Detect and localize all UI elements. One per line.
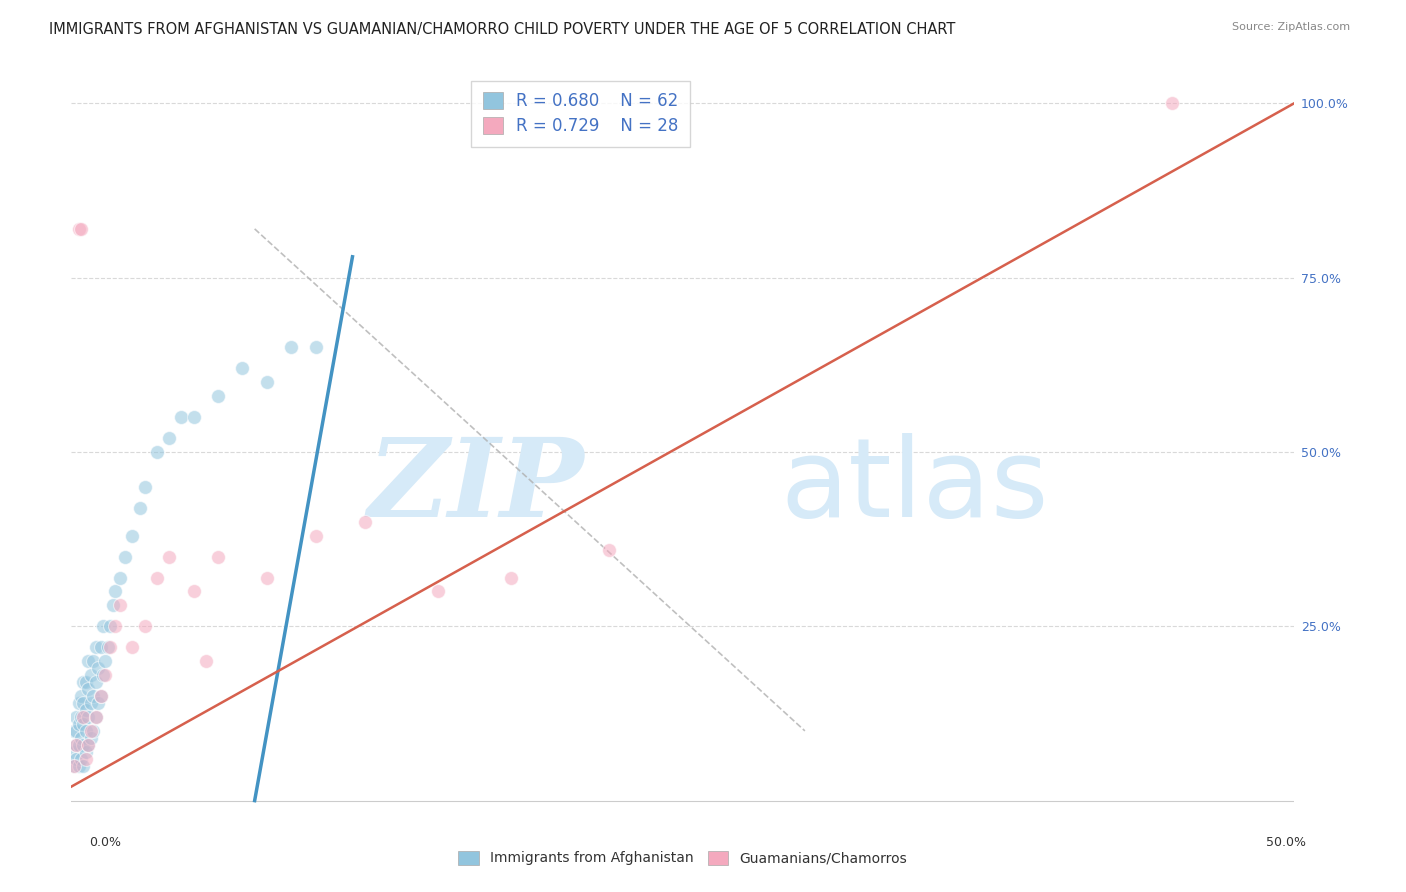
Point [501, 570, 523, 584]
Point [62, 723, 84, 738]
Point [121, 640, 143, 655]
Point [67, 222, 90, 236]
Point [427, 584, 450, 599]
Point [256, 376, 278, 390]
Point [90, 640, 112, 655]
Point [157, 431, 180, 445]
Legend: R = 0.680    N = 62, R = 0.729    N = 28: R = 0.680 N = 62, R = 0.729 N = 28 [471, 80, 690, 147]
Point [82, 689, 104, 703]
Point [65, 723, 87, 738]
Point [75, 675, 97, 690]
Point [146, 570, 169, 584]
Text: 50.0%: 50.0% [1267, 836, 1306, 848]
Point [353, 515, 375, 529]
Point [94, 668, 117, 682]
Point [194, 654, 217, 668]
Point [1160, 96, 1182, 111]
Point [114, 549, 136, 564]
Point [82, 723, 104, 738]
Point [280, 340, 302, 354]
Point [67, 758, 90, 772]
Point [84, 675, 107, 690]
Point [121, 529, 143, 543]
Point [75, 752, 97, 766]
Point [91, 668, 114, 682]
Point [65, 710, 87, 724]
Point [305, 340, 328, 354]
Point [128, 500, 150, 515]
Point [72, 696, 94, 710]
Text: Source: ZipAtlas.com: Source: ZipAtlas.com [1232, 22, 1350, 32]
Point [84, 710, 107, 724]
Point [305, 529, 328, 543]
Point [70, 222, 93, 236]
Point [84, 640, 107, 655]
Point [80, 723, 103, 738]
Point [98, 619, 121, 633]
Point [77, 710, 100, 724]
Point [207, 549, 229, 564]
Point [134, 480, 156, 494]
Point [80, 731, 103, 745]
Point [108, 599, 131, 613]
Point [231, 361, 253, 376]
Point [101, 599, 124, 613]
Point [77, 681, 100, 696]
Point [62, 745, 84, 759]
Point [90, 689, 112, 703]
Point [70, 689, 93, 703]
Point [77, 738, 100, 752]
Point [207, 389, 229, 403]
Point [104, 584, 127, 599]
Point [65, 738, 87, 752]
Point [108, 570, 131, 584]
Point [75, 703, 97, 717]
Point [170, 410, 193, 425]
Point [75, 723, 97, 738]
Text: atlas: atlas [780, 433, 1049, 540]
Point [183, 584, 205, 599]
Point [62, 758, 84, 772]
Text: 0.0%: 0.0% [90, 836, 121, 848]
Point [77, 654, 100, 668]
Point [87, 696, 110, 710]
Point [67, 738, 90, 752]
Point [94, 654, 117, 668]
Point [256, 570, 278, 584]
Point [90, 689, 112, 703]
Point [80, 696, 103, 710]
Point [77, 738, 100, 752]
Point [183, 410, 205, 425]
Point [134, 619, 156, 633]
Point [72, 710, 94, 724]
Point [146, 445, 169, 459]
Point [72, 675, 94, 690]
Point [80, 668, 103, 682]
Point [157, 549, 180, 564]
Point [72, 717, 94, 731]
Point [67, 696, 90, 710]
Point [70, 731, 93, 745]
Text: IMMIGRANTS FROM AFGHANISTAN VS GUAMANIAN/CHAMORRO CHILD POVERTY UNDER THE AGE OF: IMMIGRANTS FROM AFGHANISTAN VS GUAMANIAN… [49, 22, 956, 37]
Point [72, 738, 94, 752]
Point [65, 752, 87, 766]
Point [75, 745, 97, 759]
Point [98, 640, 121, 655]
Point [70, 752, 93, 766]
Point [70, 710, 93, 724]
Point [65, 738, 87, 752]
Point [62, 758, 84, 772]
Point [72, 758, 94, 772]
Text: ZIP: ZIP [368, 433, 585, 540]
Point [91, 619, 114, 633]
Point [82, 654, 104, 668]
Point [67, 717, 90, 731]
Point [598, 542, 620, 557]
Point [87, 661, 110, 675]
Point [104, 619, 127, 633]
Point [84, 710, 107, 724]
Point [97, 640, 120, 655]
